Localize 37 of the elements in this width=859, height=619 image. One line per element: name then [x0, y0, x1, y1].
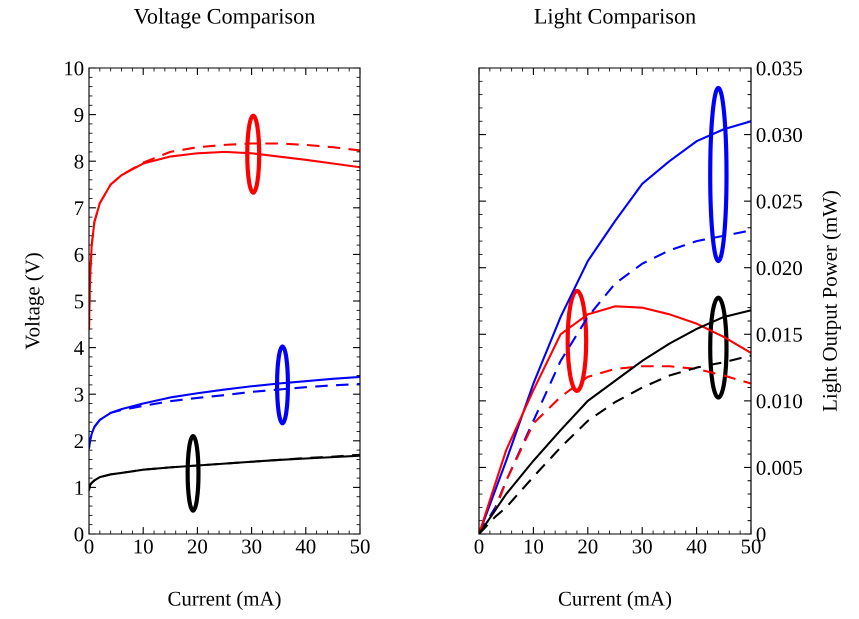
y2-tick-label: 0.025 — [756, 194, 802, 209]
y-tick-label: 7 — [75, 201, 84, 216]
x-tick-label: 40 — [686, 539, 706, 554]
chart-title: Voltage Comparison — [134, 8, 315, 28]
y-tick-label: 0 — [74, 527, 84, 542]
y-tick-label: 6 — [74, 248, 84, 262]
x-tick-label: 10 — [524, 539, 544, 554]
x-tick-label: 0 — [474, 539, 484, 554]
y2-tick-label: 0.020 — [756, 261, 802, 276]
x-axis-title: Current (mA) — [558, 591, 672, 610]
y-tick-label: 3 — [74, 388, 84, 402]
x-tick-label: 30 — [242, 539, 262, 554]
y2-tick-label: 0.010 — [756, 394, 802, 408]
y2-tick-label: 0.015 — [756, 328, 802, 342]
x-tick-label: 0 — [84, 539, 94, 554]
y-tick-label: 10 — [65, 61, 84, 76]
y2-tick-label: 0 — [756, 527, 766, 542]
x-tick-label: 50 — [742, 539, 761, 554]
y-tick-label: 9 — [74, 108, 84, 122]
y2-tick-label: 0.030 — [756, 128, 802, 142]
chart-title: Light Comparison — [534, 8, 696, 28]
x-tick-label: 20 — [188, 539, 208, 554]
x-axis-title: Current (mA) — [168, 591, 281, 610]
x-tick-label: 30 — [632, 539, 652, 554]
y2-tick-label: 0.035 — [756, 61, 802, 76]
x-tick-label: 40 — [296, 539, 316, 554]
y2-tick-label: 0.005 — [756, 460, 802, 475]
y2-axis-title: Light Output Power (mW) — [822, 191, 842, 412]
x-tick-label: 20 — [578, 539, 598, 554]
y-tick-label: 1 — [76, 480, 83, 495]
y-tick-label: 5 — [74, 294, 84, 308]
y-tick-label: 8 — [74, 154, 84, 169]
y-axis-title: Voltage (V) — [24, 253, 44, 350]
x-tick-label: 10 — [134, 539, 153, 554]
y-tick-label: 2 — [74, 434, 83, 448]
x-tick-label: 50 — [350, 539, 370, 554]
y-tick-label: 4 — [74, 341, 84, 355]
